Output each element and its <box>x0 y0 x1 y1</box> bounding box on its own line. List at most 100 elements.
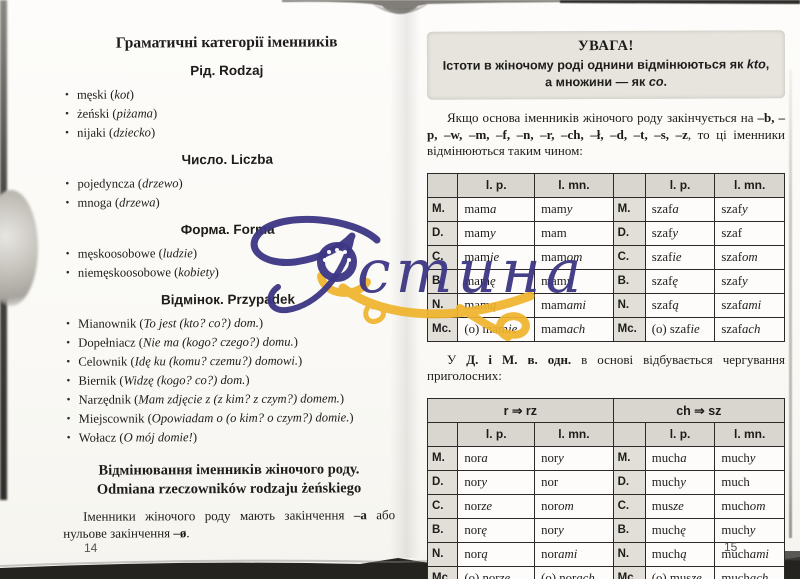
case-label: C. <box>426 244 459 270</box>
section: Форма. Forma męskoosobowe (ludzie)niemęsk… <box>62 221 394 282</box>
word-form-cell: mamy <box>534 196 614 222</box>
case-label: D. <box>612 220 646 246</box>
word-form-cell: szafy <box>644 220 716 246</box>
page-number-right: 15 <box>724 540 738 554</box>
subtitle-line-ua: Відмінювання іменників жіночого роду. <box>98 461 360 479</box>
word-form-cell: (o) mamie <box>457 316 536 342</box>
table-row: D. nory nor D. muchy much <box>426 469 785 495</box>
table-row: N. mamą mamami N. szafą szafami <box>426 292 785 318</box>
case-label: N. <box>612 292 646 318</box>
case-label: Mc. <box>612 565 646 579</box>
word-form-cell: mamami <box>534 292 614 318</box>
word-form-cell: muchami <box>714 541 785 567</box>
bullet-list: męskoosobowe (ludzie)niemęskoosobowe (ko… <box>62 243 394 282</box>
case-label: B. <box>426 268 459 294</box>
word-form-cell: szafami <box>714 292 785 318</box>
word-form-cell: nory <box>457 469 536 495</box>
table-row: B. mamę mamy B. szafę szafy <box>426 268 785 294</box>
word-form-cell: szafy <box>714 196 785 222</box>
notice-title: УВАГА! <box>577 37 634 55</box>
word-form-cell: nory <box>534 517 614 543</box>
grammar-sections: Рід. Rodzaj męski (kot)żeński (piżama)nij… <box>61 62 395 447</box>
list-item: męski (kot) <box>77 84 393 104</box>
alternation-group-header: ch ⇒ sz <box>612 397 786 423</box>
list-item: niemęskoosobowe (kobiety) <box>78 262 394 282</box>
word-form-cell: szafie <box>644 244 716 270</box>
word-form-cell: mamą <box>457 292 536 318</box>
right-page: УВАГА! Істоти в жіночому роді однини від… <box>426 30 786 579</box>
case-label: M. <box>426 445 459 471</box>
left-paragraph: Іменники жіночого роду мають закінчення … <box>63 507 396 541</box>
word-form-cell: musze <box>644 493 716 519</box>
list-item: Narzędnik (Mam zdjęcie z (z kim? z czym?… <box>79 389 395 409</box>
corner-cell <box>426 421 459 447</box>
word-form-cell: szafy <box>714 268 785 294</box>
word-form-cell: nor <box>534 469 614 495</box>
word-form-cell: muchy <box>714 445 785 471</box>
declension-table-mama-szafa: l. p. l. mn. l. p. l. mn. M. mama mamy M. szafa s… <box>426 172 785 342</box>
table-row: M. mama mamy M. szafa szafy <box>426 196 785 222</box>
list-item: pojedyncza (drzewo) <box>77 173 393 193</box>
list-item: Biernik (Widzę (kogo? co?) dom.) <box>78 370 394 390</box>
word-form-cell: norą <box>457 541 536 567</box>
section-heading: Число. Liczba <box>181 151 274 168</box>
case-label: Mc. <box>426 316 459 342</box>
subtitle: Відмінювання іменників жіночого роду. Od… <box>63 460 395 500</box>
yarn-texture-blob <box>0 190 38 306</box>
table-row: D. mamy mam D. szafy szaf <box>426 220 785 246</box>
alternation-paragraph: У Д. і М. в. одн. в основі відбувається … <box>427 351 785 384</box>
word-form-cell: mamę <box>457 268 536 294</box>
corner-cell <box>612 421 646 447</box>
list-item: Dopełniacz (Nie ma (kogo? czego?) domu.) <box>78 332 394 352</box>
word-form-cell: (o) norach <box>534 565 614 579</box>
page-title: Граматичні категорії іменників <box>115 33 338 52</box>
list-item: Wołacz (O mój domie!) <box>79 427 395 447</box>
section: Число. Liczba pojedyncza (drzewo)mnoga (d… <box>61 151 393 212</box>
table-row: C. norze norom C. musze muchom <box>426 493 785 519</box>
word-form-cell: mamach <box>534 316 614 342</box>
section: Рід. Rodzaj męski (kot)żeński (piżama)nij… <box>61 62 393 142</box>
word-form-cell: muchy <box>644 469 716 495</box>
word-form-cell: (o) musze <box>644 565 716 579</box>
table-row: N. norą norami N. muchą muchami <box>426 541 785 567</box>
word-form-cell: mam <box>534 220 614 246</box>
bullet-list: męski (kot)żeński (piżama)nijaki (dzieck… <box>61 84 393 142</box>
section-heading: Форма. Forma <box>180 221 275 238</box>
number-column-header: l. mn. <box>534 421 614 447</box>
case-label: C. <box>426 493 459 519</box>
section-heading: Відмінок. Przypadek <box>160 291 296 308</box>
word-form-cell: mamom <box>534 244 614 270</box>
number-column-header: l. p. <box>644 172 716 198</box>
case-label: Mc. <box>426 565 459 579</box>
notice-line: Істоти в жіночому роді однини відмінюють… <box>442 57 770 73</box>
left-page: Граматичні категорії іменників Рід. Rodz… <box>61 33 396 555</box>
corner-cell <box>612 172 646 198</box>
word-form-cell: muchach <box>714 565 785 579</box>
word-form-cell: norom <box>534 493 614 519</box>
list-item: Miejscownik (Opowiadam o (o kim? o czym?… <box>79 408 395 428</box>
declension-table-nora-mucha: r ⇒ rz ch ⇒ sz l. p. l. mn. l. p. l. mn. M. nor… <box>426 397 786 579</box>
bullet-list: Mianownik (To jest (kto? co?) dom.)Dopeł… <box>62 313 395 447</box>
case-label: M. <box>612 196 646 222</box>
case-label: D. <box>426 469 459 495</box>
number-column-header: l. p. <box>457 172 536 198</box>
subtitle-line-pl: Odmiana rzeczowników rodzaju żeńskiego <box>96 480 362 498</box>
number-column-header: l. mn. <box>714 421 785 447</box>
word-form-cell: mamy <box>534 268 614 294</box>
word-form-cell: nory <box>534 445 614 471</box>
table-row: C. mamie mamom C. szafie szafom <box>426 244 785 270</box>
table-row: Mc. (o) mamie mamach Mc. (o) szafie szafach <box>426 316 785 342</box>
list-item: męskoosobowe (ludzie) <box>78 243 394 263</box>
notice-body: Істоти в жіночому роді однини відмінюють… <box>435 56 777 91</box>
bullet-list: pojedyncza (drzewo)mnoga (drzewa) <box>61 173 393 212</box>
word-form-cell: much <box>714 469 785 495</box>
word-form-cell: muchę <box>644 517 716 543</box>
case-label: N. <box>426 541 459 567</box>
section-heading: Рід. Rodzaj <box>190 62 264 79</box>
number-column-header: l. p. <box>457 421 536 447</box>
corner-cell <box>426 172 459 198</box>
book-spine-shadow <box>390 8 420 558</box>
word-form-cell: szafach <box>714 316 785 342</box>
case-label: C. <box>612 244 646 270</box>
